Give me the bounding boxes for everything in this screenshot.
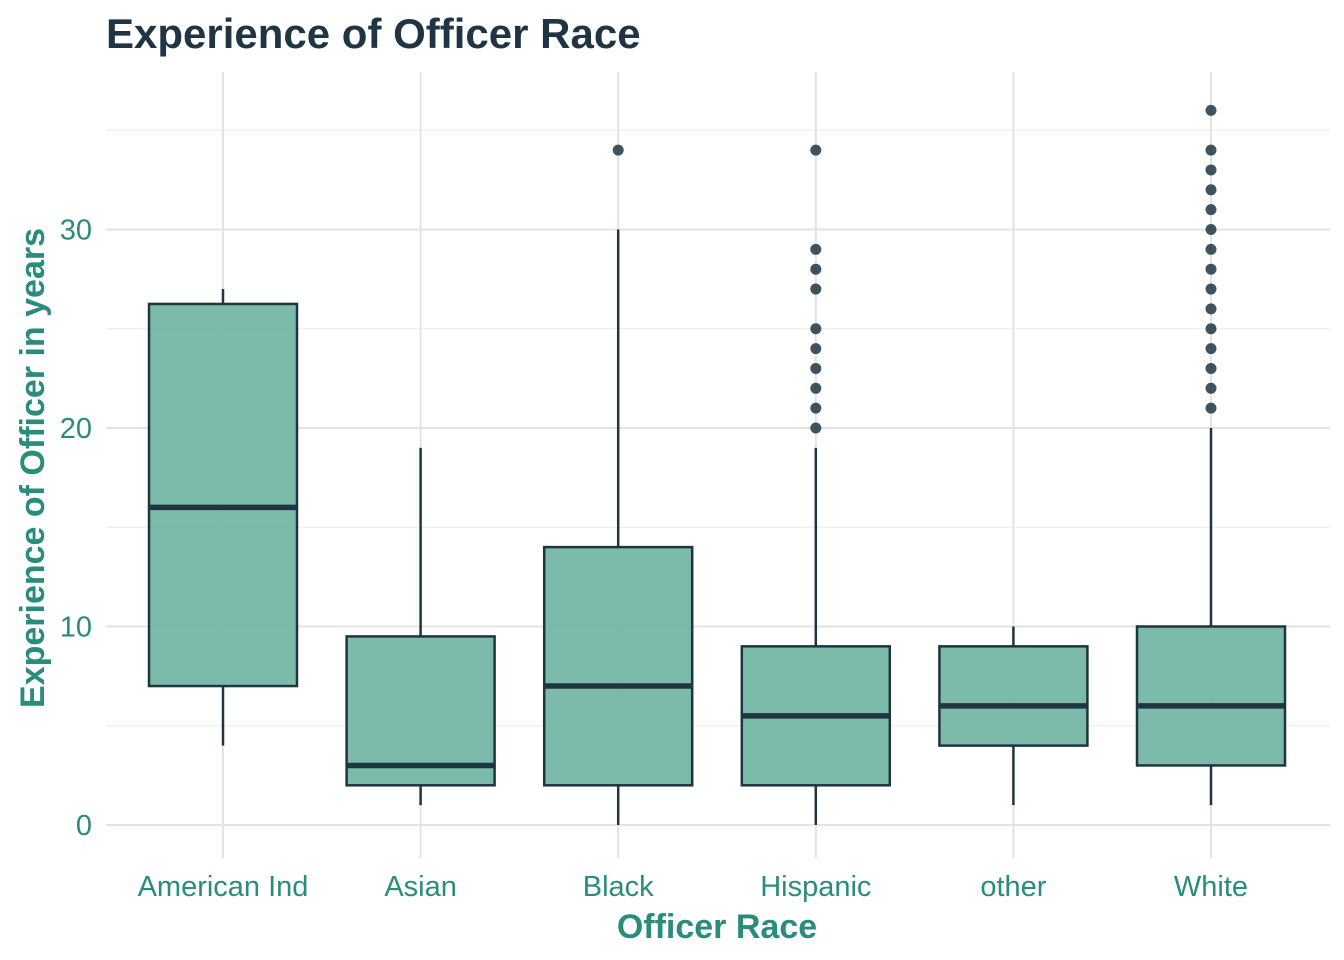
- y-tick-label: 30: [60, 215, 92, 247]
- outlier-point: [1205, 402, 1217, 414]
- outlier-point: [1205, 204, 1217, 216]
- x-axis-title: Officer Race: [617, 908, 817, 946]
- box-american-ind: [147, 289, 299, 746]
- outlier-point: [810, 343, 822, 355]
- box-asian: [345, 447, 496, 806]
- outlier-point: [1205, 184, 1217, 196]
- x-tick-label: Black: [583, 871, 654, 903]
- outlier-point: [810, 402, 822, 414]
- outlier-point: [1205, 263, 1217, 275]
- outlier-point: [810, 263, 822, 275]
- y-tick-label: 10: [60, 612, 92, 644]
- box-hispanic: [740, 144, 892, 825]
- box-other: [938, 626, 1089, 806]
- outlier-point: [810, 283, 822, 295]
- box-iqr: [345, 635, 496, 787]
- outlier-point: [1205, 144, 1217, 156]
- axes: 0 10 20 30 American Ind Asian Black Hispanic oth…: [60, 215, 1248, 904]
- outlier-point: [1205, 382, 1217, 394]
- outlier-point: [1205, 362, 1217, 374]
- outlier-point: [810, 243, 822, 255]
- outlier-point: [1205, 164, 1217, 176]
- outlier-point: [1205, 303, 1217, 315]
- box-white: [1135, 104, 1287, 806]
- outlier-point: [810, 323, 822, 335]
- x-tick-label: Asian: [384, 871, 457, 903]
- y-tick-label: 0: [76, 810, 92, 842]
- y-axis-title: Experience of Officer in years: [14, 228, 52, 708]
- box-iqr: [1135, 625, 1287, 767]
- outlier-point: [1205, 243, 1217, 255]
- outlier-point: [810, 144, 822, 156]
- outlier-point: [1205, 224, 1217, 235]
- x-tick-label: other: [980, 871, 1046, 903]
- boxes: [147, 104, 1287, 825]
- outlier-point: [612, 144, 624, 156]
- box-iqr: [147, 302, 299, 688]
- box-black: [542, 144, 694, 825]
- box-iqr: [542, 545, 694, 787]
- x-tick-label: American Ind: [138, 871, 309, 903]
- outlier-point: [1205, 323, 1217, 335]
- chart-title: Experience of Officer Race: [106, 10, 641, 57]
- outlier-point: [810, 422, 822, 434]
- outlier-point: [1205, 343, 1217, 355]
- y-tick-label: 20: [60, 413, 92, 445]
- outlier-point: [810, 362, 822, 374]
- outlier-point: [1205, 283, 1217, 295]
- x-tick-label: Hispanic: [760, 871, 871, 903]
- box-iqr: [938, 645, 1089, 747]
- x-tick-label: White: [1174, 871, 1248, 903]
- outlier-point: [1205, 104, 1217, 116]
- outlier-point: [810, 382, 822, 394]
